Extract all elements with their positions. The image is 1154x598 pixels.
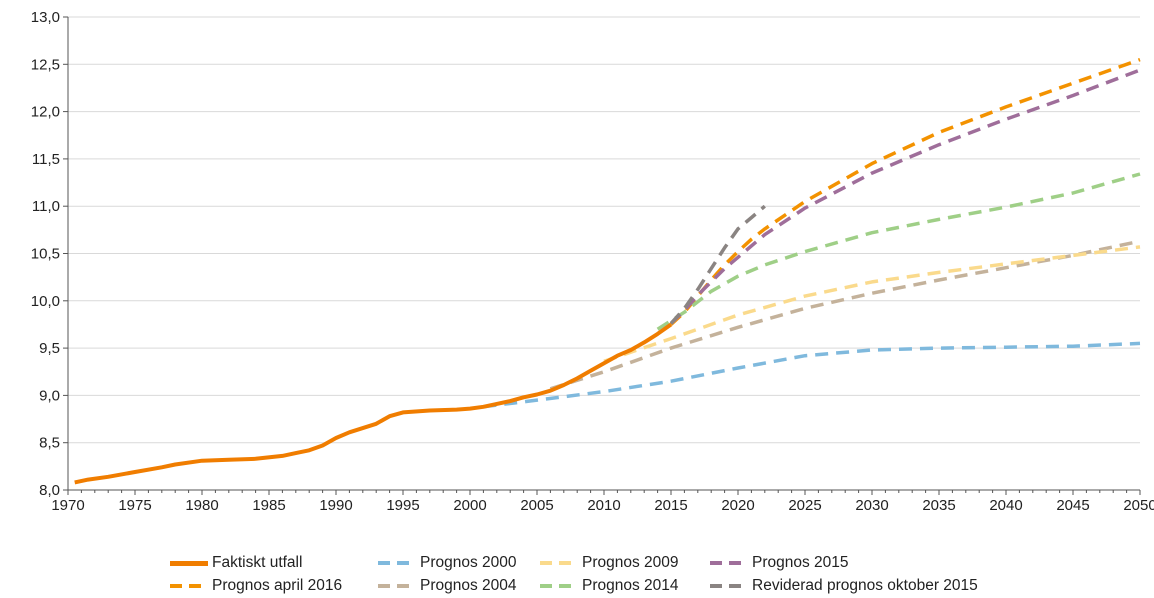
line-chart: 8,0 8,5 9,0 9,5 10,0 10,5 11,0 11,5 12,0 12,5 13,0… [31, 9, 1154, 514]
y-tick-label: 12,0 [31, 104, 60, 121]
axes [63, 16, 1141, 495]
x-tick-label: 2040 [989, 497, 1022, 514]
series-line-prognos-2015 [669, 68, 1141, 325]
x-tick-label: 2015 [654, 497, 687, 514]
gridlines [68, 16, 1140, 444]
legend: Faktiskt utfall Prognos 2000 Prognos 2009 P… [170, 552, 1070, 598]
legend-swatch [170, 560, 208, 566]
legend-swatch [540, 584, 578, 588]
y-tick-label: 11,0 [32, 198, 60, 215]
series-line-prognos-2009 [603, 245, 1141, 363]
y-tick-label: 11,5 [32, 151, 60, 168]
y-tick-label: 8,0 [39, 482, 60, 499]
legend-swatch [378, 584, 416, 588]
legend-swatch [710, 584, 748, 588]
x-tick-label: 2005 [520, 497, 553, 514]
series-line-prognos-2000 [483, 341, 1141, 409]
y-tick-label: 9,5 [39, 340, 60, 357]
y-tick-label: 13,0 [31, 9, 60, 26]
legend-item: Faktiskt utfall [170, 552, 302, 574]
legend-swatch [540, 561, 578, 565]
legend-item: Prognos 2014 [540, 575, 679, 597]
legend-item: Reviderad prognos oktober 2015 [710, 575, 978, 597]
series-line-prognos-april-2016 [669, 57, 1141, 326]
x-tick-label: 1990 [319, 497, 352, 514]
legend-swatch [710, 561, 748, 565]
series-line-faktiskt-utfall [74, 322, 673, 485]
y-tick-label: 8,5 [39, 435, 60, 452]
legend-label: Faktiskt utfall [212, 554, 303, 571]
x-tick-label: 1985 [252, 497, 285, 514]
legend-item: Prognos 2004 [378, 575, 517, 597]
legend-label: Prognos april 2016 [212, 577, 343, 594]
legend-label: Prognos 2000 [420, 554, 517, 571]
x-tick-label: 2035 [922, 497, 955, 514]
x-tick-label: 2045 [1056, 497, 1089, 514]
legend-swatch [378, 561, 416, 565]
series-line-reviderad-prognos-oktober-2015 [669, 204, 766, 325]
y-tick-label: 9,0 [39, 387, 60, 404]
legend-swatch [170, 584, 208, 588]
legend-item: Prognos 2015 [710, 552, 849, 574]
legend-item: Prognos april 2016 [170, 575, 342, 597]
legend-item: Prognos 2009 [540, 552, 679, 574]
legend-label: Prognos 2015 [752, 554, 849, 571]
x-tick-label: 1995 [386, 497, 419, 514]
x-tick-label: 2030 [855, 497, 888, 514]
series-line-prognos-2004 [549, 239, 1141, 391]
y-tick-label: 10,0 [31, 293, 60, 310]
legend-label: Reviderad prognos oktober 2015 [752, 577, 978, 594]
x-tick-label: 2050 [1123, 497, 1154, 514]
y-tick-label: 10,5 [31, 246, 60, 263]
tick-labels: 8,0 8,5 9,0 9,5 10,0 10,5 11,0 11,5 12,0 12,5 13,0… [31, 9, 1154, 514]
legend-label: Prognos 2009 [582, 554, 679, 571]
legend-item: Prognos 2000 [378, 552, 517, 574]
series-line-prognos-2014 [656, 172, 1141, 331]
x-tick-label: 2025 [788, 497, 821, 514]
legend-label: Prognos 2004 [420, 577, 517, 594]
x-tick-label: 2000 [453, 497, 486, 514]
series-lines [74, 57, 1141, 485]
y-tick-label: 12,5 [31, 56, 60, 73]
x-tick-label: 1970 [51, 497, 84, 514]
x-tick-label: 2020 [721, 497, 754, 514]
legend-label: Prognos 2014 [582, 577, 679, 594]
x-tick-label: 1980 [185, 497, 218, 514]
x-tick-label: 1975 [118, 497, 151, 514]
x-tick-label: 2010 [587, 497, 620, 514]
